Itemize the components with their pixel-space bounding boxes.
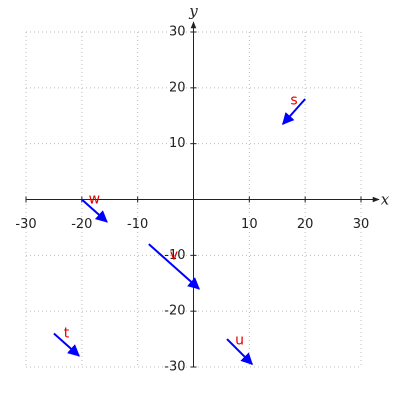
x-tick-label: -30	[15, 217, 36, 232]
axes: -30 -20 -10 10 20 30 -30 -20 -10 10 20 30 x y	[15, 2, 389, 375]
vector-label: u	[235, 333, 244, 349]
vector-arrow	[81, 198, 108, 223]
x-tick-label: 10	[241, 217, 258, 232]
y-tick-label: 10	[169, 136, 186, 151]
x-tick-label: 30	[353, 217, 370, 232]
vector-label: w	[89, 192, 100, 208]
marks: s w v t u	[53, 93, 306, 366]
y-tick-label: 20	[169, 80, 186, 95]
x-tick-label: -10	[127, 217, 148, 232]
vector-label: v	[170, 248, 178, 264]
x-tick-label: 20	[297, 217, 314, 232]
y-tick-label: -10	[164, 248, 185, 263]
vector-label: t	[64, 326, 70, 342]
x-tick-label: -20	[71, 217, 92, 232]
vector-arrow	[53, 332, 80, 357]
y-tick-label: -30	[164, 360, 185, 375]
y-tick-label: -20	[164, 304, 185, 319]
vector-label: s	[290, 93, 297, 109]
x-axis-label: x	[381, 191, 390, 209]
y-axis-label: y	[188, 2, 198, 20]
y-tick-label: 30	[169, 25, 186, 40]
vector-arrow	[148, 243, 200, 290]
vector-arrow	[282, 98, 306, 126]
vector-arrow	[226, 338, 253, 366]
